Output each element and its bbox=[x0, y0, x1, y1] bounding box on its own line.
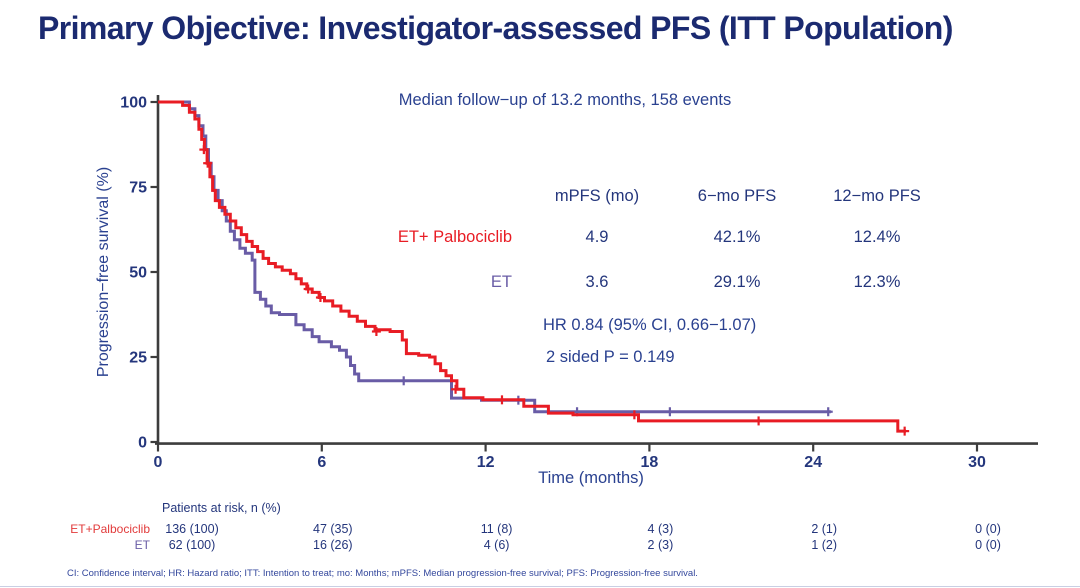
x-tick-label: 30 bbox=[968, 454, 986, 471]
summary-value: 12.4% bbox=[853, 228, 901, 246]
at-risk-count: 1 (2) bbox=[811, 538, 838, 552]
y-tick-label: 100 bbox=[120, 95, 147, 112]
summary-value: 4.9 bbox=[585, 228, 609, 246]
summary-header-12mo: 12−mo PFS bbox=[833, 187, 921, 205]
summary-value: 3.6 bbox=[585, 273, 609, 291]
legend-label-et: ET bbox=[490, 273, 512, 291]
p-value-text: 2 sided P = 0.149 bbox=[546, 348, 675, 366]
summary-value: 12.3% bbox=[853, 273, 901, 291]
x-tick-label: 6 bbox=[317, 454, 326, 471]
at-risk-count: 4 (6) bbox=[483, 538, 510, 552]
at-risk-row: ET+Palbociclib 136 (100) 47 (35) 11 (8) 4 (… bbox=[0, 522, 1080, 537]
at-risk-label-et: ET bbox=[134, 538, 150, 552]
at-risk-title: Patients at risk, n (%) bbox=[162, 501, 281, 515]
at-risk-count: 62 (100) bbox=[168, 538, 216, 552]
median-followup-note: Median follow−up of 13.2 months, 158 eve… bbox=[398, 91, 732, 109]
bottom-divider bbox=[0, 586, 1080, 587]
y-tick-label: 75 bbox=[129, 180, 147, 197]
km-curve-et bbox=[158, 100, 831, 414]
at-risk-label-et-palbociclib: ET+Palbociclib bbox=[70, 522, 150, 536]
hazard-ratio-text: HR 0.84 (95% CI, 0.66−1.07) bbox=[543, 316, 757, 334]
at-risk-count: 11 (8) bbox=[480, 522, 513, 536]
x-tick-label: 24 bbox=[804, 454, 822, 471]
summary-value: 42.1% bbox=[713, 228, 761, 246]
y-tick-label: 0 bbox=[138, 435, 147, 452]
y-axis-title: Progression−free survival (%) bbox=[95, 166, 112, 378]
summary-header-mpfs: mPFS (mo) bbox=[554, 187, 640, 205]
at-risk-count: 2 (1) bbox=[811, 522, 838, 536]
summary-value: 29.1% bbox=[713, 273, 761, 291]
at-risk-count: 47 (35) bbox=[312, 522, 353, 536]
at-risk-row: ET 62 (100) 16 (26) 4 (6) 2 (3) 1 (2) 0 (0) bbox=[0, 538, 1080, 553]
at-risk-count: 2 (3) bbox=[647, 538, 674, 552]
at-risk-count: 4 (3) bbox=[647, 522, 674, 536]
at-risk-count: 16 (26) bbox=[312, 538, 353, 552]
summary-header-6mo: 6−mo PFS bbox=[697, 187, 777, 205]
x-tick-label: 18 bbox=[641, 454, 659, 471]
y-tick-label: 25 bbox=[129, 350, 147, 367]
x-tick-label: 0 bbox=[154, 454, 163, 471]
at-risk-count: 0 (0) bbox=[975, 538, 1001, 552]
at-risk-count: 0 (0) bbox=[975, 522, 1001, 536]
y-tick-label: 50 bbox=[129, 265, 147, 282]
legend-label-et-palbociclib: ET+ Palbociclib bbox=[397, 228, 512, 246]
x-tick-label: 12 bbox=[477, 454, 495, 471]
at-risk-count: 136 (100) bbox=[165, 522, 219, 536]
abbreviations-footnote: CI: Confidence interval; HR: Hazard rati… bbox=[67, 568, 698, 579]
km-curve-et-palbociclib bbox=[158, 100, 906, 433]
page-title: Primary Objective: Investigator-assessed… bbox=[38, 10, 953, 46]
x-axis-title: Time (months) bbox=[538, 469, 644, 487]
